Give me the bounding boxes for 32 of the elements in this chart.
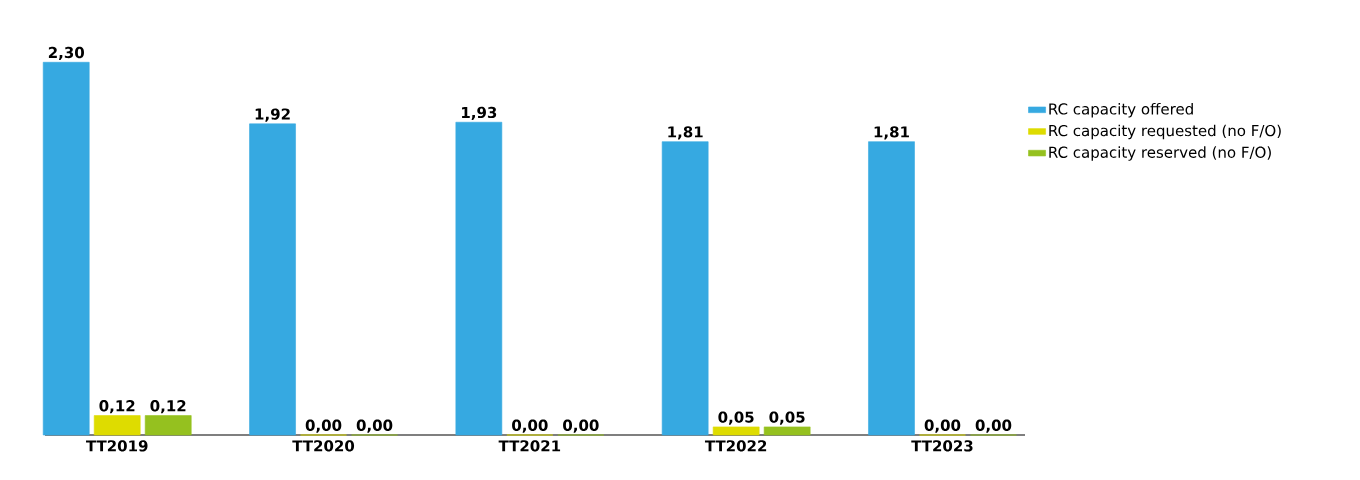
bar [249, 123, 296, 436]
data-label: 1,81 [874, 126, 909, 140]
data-label: 0,12 [150, 400, 186, 414]
bar [144, 415, 192, 436]
legend-label: RC capacity requested (no F/O) [1049, 124, 1281, 140]
data-label: 1,92 [255, 108, 290, 122]
data-label: 2,30 [48, 46, 84, 61]
bar [763, 426, 811, 436]
bar [455, 121, 503, 436]
bar [868, 141, 915, 436]
data-label: 0,05 [718, 411, 754, 425]
data-label: 1,93 [462, 106, 497, 121]
bar [712, 426, 760, 436]
data-label: 0,00 [924, 419, 961, 433]
data-label: 0,00 [975, 419, 1012, 433]
data-label: 0,00 [305, 419, 342, 433]
bar [93, 415, 141, 436]
data-label: 0,00 [563, 419, 599, 433]
data-label: 0,00 [512, 419, 548, 433]
x-tick-label: TT2020 [292, 440, 355, 452]
legend-label: RC capacity reserved (no F/O) [1049, 146, 1271, 161]
bar [42, 61, 90, 436]
x-tick-label: TT2022 [704, 440, 767, 452]
x-tick-label: TT2019 [86, 440, 148, 452]
data-label: 0,00 [356, 419, 393, 433]
legend-label: RC capacity offered [1049, 103, 1193, 118]
x-tick-label: TT2023 [911, 440, 973, 452]
bar [661, 141, 709, 436]
data-label: 1,81 [668, 126, 703, 140]
x-tick-label: TT2021 [498, 440, 561, 452]
data-label: 0,12 [99, 400, 135, 414]
data-label: 0,05 [769, 411, 805, 425]
